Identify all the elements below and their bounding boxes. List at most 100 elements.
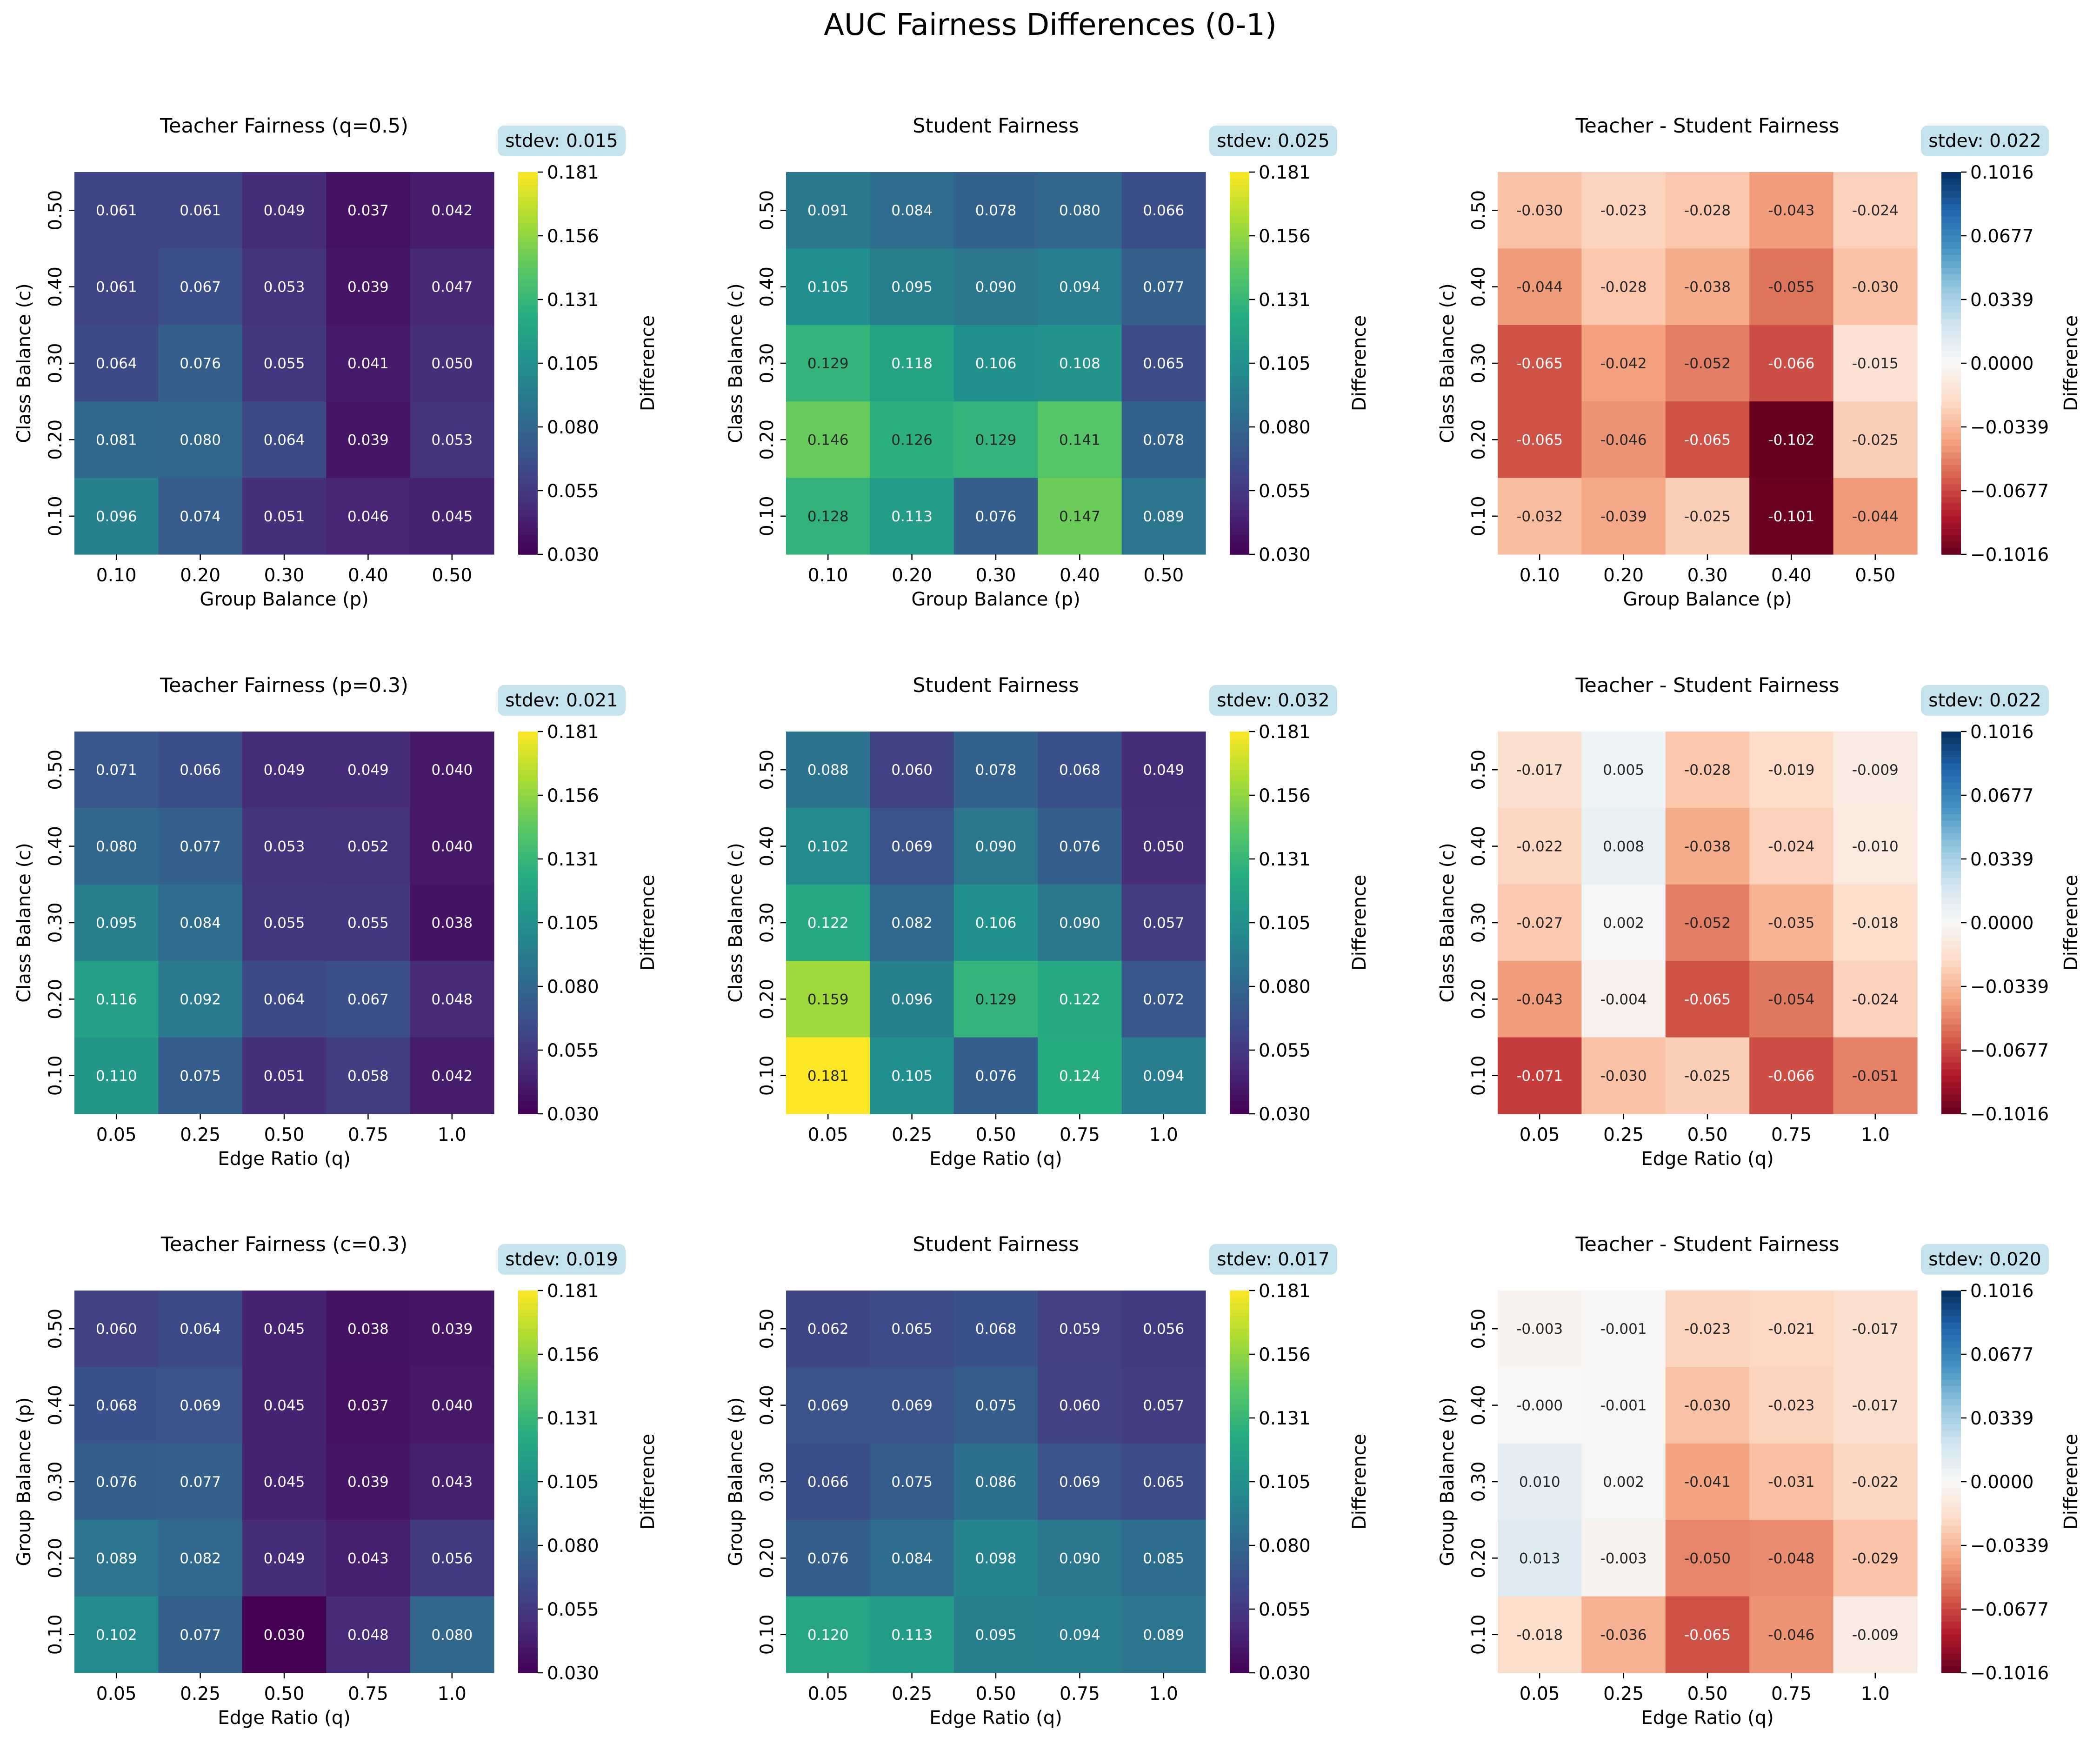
colorbar-segment xyxy=(1941,910,1961,917)
cell-value-label: -0.025 xyxy=(1684,508,1731,525)
colorbar-segment xyxy=(1941,859,1961,866)
colorbar-tick-label: 0.080 xyxy=(547,417,599,438)
colorbar-segment xyxy=(518,1462,538,1470)
heatmap-cell xyxy=(1833,248,1918,326)
heatmap-cell xyxy=(242,732,327,808)
heatmap-cell xyxy=(1665,732,1750,808)
colorbar-segment xyxy=(1941,1609,1961,1616)
colorbar-segment xyxy=(518,414,538,421)
colorbar-segment xyxy=(1230,484,1249,491)
heatmap-cell xyxy=(1833,325,1918,402)
heatmap-cell xyxy=(410,1367,494,1444)
colorbar-segment xyxy=(1230,357,1249,364)
x-tick-label: 0.25 xyxy=(892,1125,932,1145)
colorbar-segment xyxy=(518,1031,538,1038)
heatmap-cell xyxy=(953,884,1038,961)
heatmap-cell xyxy=(326,1037,411,1114)
colorbar-segment xyxy=(1941,1615,1961,1623)
colorbar-segment xyxy=(1230,1107,1249,1114)
colorbar-segment xyxy=(518,789,538,796)
colorbar-segment xyxy=(1941,782,1961,790)
colorbar-segment xyxy=(1230,1392,1249,1399)
cell-value-label: -0.018 xyxy=(1852,915,1899,932)
heatmap-cell xyxy=(74,401,159,479)
colorbar-segment xyxy=(1941,478,1961,485)
stdev-label: stdev: 0.025 xyxy=(1217,131,1330,152)
colorbar-segment xyxy=(1941,407,1961,415)
colorbar-segment xyxy=(1230,1373,1249,1380)
colorbar-segment xyxy=(1230,223,1249,230)
colorbar-segment xyxy=(518,229,538,236)
y-tick-label: 0.20 xyxy=(757,1538,778,1578)
colorbar-segment xyxy=(1230,852,1249,859)
heatmap-panel-8: Student Fairness 0.062 0.065 0.068 0.059 0.05… xyxy=(725,1233,1370,1729)
cell-value-label: -0.031 xyxy=(1768,1474,1814,1490)
colorbar-segment xyxy=(518,248,538,255)
cell-value-label: 0.110 xyxy=(96,1068,137,1085)
y-tick-label: 0.10 xyxy=(45,1055,66,1096)
colorbar-segment xyxy=(1941,1322,1961,1329)
cell-value-label: 0.094 xyxy=(1143,1068,1184,1085)
heatmap-cell xyxy=(786,884,870,961)
cell-value-label: 0.061 xyxy=(96,279,137,296)
cell-value-label: 0.106 xyxy=(975,915,1017,932)
colorbar-segment xyxy=(1941,1437,1961,1444)
heatmap-cell xyxy=(953,172,1038,249)
x-tick-label: 0.75 xyxy=(1771,1125,1812,1145)
heatmap-cell xyxy=(74,961,159,1038)
colorbar-segment xyxy=(1941,814,1961,821)
colorbar-segment xyxy=(1230,1063,1249,1070)
colorbar-segment xyxy=(518,954,538,961)
heatmap-cell xyxy=(953,478,1038,555)
cell-value-label: 0.068 xyxy=(975,1321,1017,1337)
heatmap-cell xyxy=(1665,1520,1750,1597)
heatmap-cell xyxy=(1038,1520,1122,1597)
heatmap-cell xyxy=(1833,1291,1918,1367)
colorbar-segment xyxy=(1230,497,1249,504)
heatmap-cell xyxy=(158,401,243,479)
stdev-badge xyxy=(1209,126,1337,156)
heatmap-cell xyxy=(242,248,327,326)
colorbar-segment xyxy=(1941,1456,1961,1463)
heatmap-cell xyxy=(242,172,327,249)
cell-value-label: -0.001 xyxy=(1600,1321,1647,1337)
colorbar-segment xyxy=(1230,1641,1249,1648)
colorbar-segment xyxy=(518,935,538,942)
y-tick-label: 0.20 xyxy=(1468,419,1489,460)
cell-value-label: 0.065 xyxy=(1143,1474,1184,1490)
heatmap-cell xyxy=(1121,325,1206,402)
cell-value-label: 0.096 xyxy=(96,508,137,525)
heatmap-cell xyxy=(786,1291,870,1367)
colorbar-segment xyxy=(1230,1405,1249,1412)
colorbar-tick-label: 0.181 xyxy=(547,722,599,743)
colorbar-tick-label: 0.030 xyxy=(547,545,599,566)
y-tick-label: 0.20 xyxy=(1468,1538,1489,1578)
heatmap-cell xyxy=(1121,1367,1206,1444)
colorbar-segment xyxy=(518,948,538,955)
cell-value-label: 0.129 xyxy=(807,355,849,372)
colorbar-segment xyxy=(1230,1025,1249,1031)
colorbar-segment xyxy=(1230,439,1249,446)
colorbar-segment xyxy=(1941,369,1961,377)
heatmap-cell xyxy=(1498,1291,1582,1367)
colorbar-tick-label: 0.131 xyxy=(1259,1408,1311,1429)
heatmap-panel-9: Teacher - Student Fairness -0.003 -0.001 -0… xyxy=(1437,1233,2082,1729)
colorbar-segment xyxy=(1941,776,1961,783)
colorbar-segment xyxy=(1941,1532,1961,1540)
cell-value-label: -0.102 xyxy=(1768,432,1814,448)
colorbar-segment xyxy=(518,967,538,974)
colorbar-segment xyxy=(518,185,538,192)
cell-value-label: -0.027 xyxy=(1516,915,1563,932)
panel-title: Teacher - Student Fairness xyxy=(1575,674,1839,697)
colorbar-segment xyxy=(1941,1044,1961,1051)
colorbar-tick-label: 0.030 xyxy=(1259,545,1311,566)
colorbar-tick-label: 0.181 xyxy=(547,162,599,183)
colorbar-segment xyxy=(518,852,538,859)
colorbar-segment xyxy=(1230,1596,1249,1604)
heatmap-cell xyxy=(74,1443,159,1520)
colorbar-segment xyxy=(518,223,538,230)
colorbar-tick-label: 0.055 xyxy=(1259,481,1311,502)
heatmap-cell xyxy=(410,248,494,326)
heatmap-cell xyxy=(326,248,411,326)
colorbar-segment xyxy=(518,776,538,783)
